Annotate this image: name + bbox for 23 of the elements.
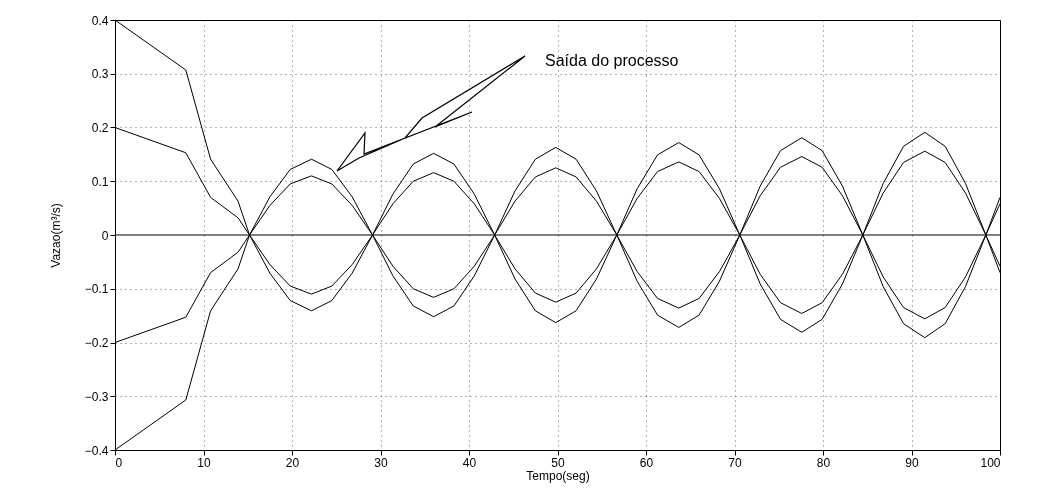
y-tick-label: −0.3 [84, 389, 109, 404]
x-tick-label: 10 [197, 455, 211, 470]
y-tick-label: −0.1 [84, 282, 109, 297]
y-tick-label: −0.2 [84, 336, 109, 350]
x-tick-label: 70 [728, 455, 742, 470]
x-tick-label: 60 [639, 455, 654, 470]
y-tick-label: 0.4 [91, 13, 109, 28]
x-axis-title: Tempo(seg) [526, 468, 590, 483]
y-tick-label: 0.2 [91, 121, 109, 135]
y-tick-label: −0.4 [84, 443, 109, 458]
x-tick-label: 100 [980, 455, 1001, 470]
x-tick-label: 50 [551, 455, 565, 470]
x-tick-label: 0 [115, 455, 123, 470]
y-axis-title: Vazao(m³/s) [48, 203, 63, 268]
annotation: Saída do processo [545, 52, 679, 69]
x-tick-label: 20 [285, 455, 300, 470]
y-tick-label: 0 [101, 228, 109, 243]
y-tick-label: 0.1 [91, 174, 109, 189]
x-tick-label: 90 [905, 455, 919, 470]
x-tick-label: 30 [374, 455, 388, 470]
x-tick-label: 80 [816, 455, 831, 470]
x-tick-label: 40 [462, 455, 477, 470]
y-tick-label: 0.3 [91, 67, 109, 82]
